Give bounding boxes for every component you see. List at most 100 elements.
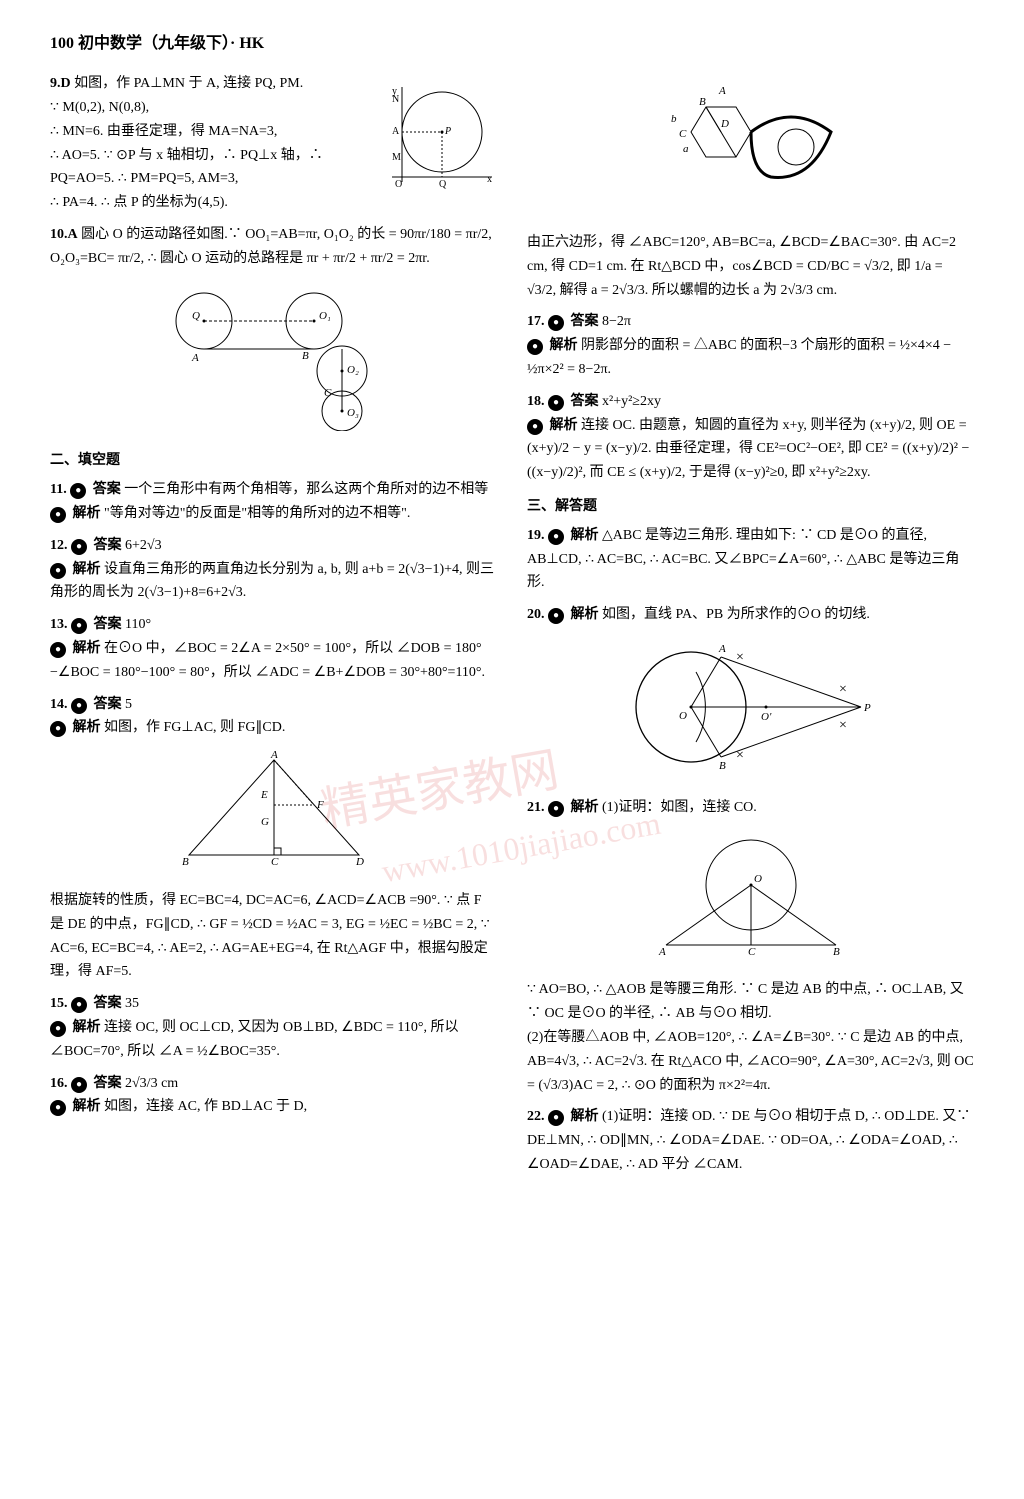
exp-icon: ● bbox=[50, 642, 66, 658]
item-14-exp-pre: 如图，作 FG⊥AC, 则 FG∥CD. bbox=[104, 720, 285, 735]
exp-icon: ● bbox=[527, 339, 543, 355]
right-column: b B D C a A 由正六边形，得 ∠ABC=120°, AB=BC=a, … bbox=[527, 72, 974, 1185]
svg-text:B: B bbox=[833, 946, 840, 958]
exp-icon: ● bbox=[548, 801, 564, 817]
item-13-num: 13. bbox=[50, 617, 68, 632]
item-17-exp-label: 解析 bbox=[550, 338, 578, 353]
diagram-9: y N A M P O Q x bbox=[387, 82, 497, 205]
exp-icon: ● bbox=[50, 563, 66, 579]
svg-text:E: E bbox=[260, 789, 268, 801]
item-17: 17. ● 答案 8−2π ● 解析 阴影部分的面积 = △ABC 的面积−3 … bbox=[527, 310, 974, 381]
svg-text:a: a bbox=[683, 143, 689, 155]
exp-icon: ● bbox=[548, 608, 564, 624]
item-11-ans-label: 答案 bbox=[93, 482, 121, 497]
answer-icon: ● bbox=[71, 539, 87, 555]
item-10: 10.A 圆心 O 的运动路径如图.∵ OO₁=AB=πr, O₁O₂ 的长 =… bbox=[50, 223, 497, 439]
diagram-20: A O O' P B × × × × bbox=[527, 637, 974, 786]
item-14-num: 14. bbox=[50, 697, 68, 712]
exp-icon: ● bbox=[50, 507, 66, 523]
answer-icon: ● bbox=[71, 1077, 87, 1093]
item-18-exp-label: 解析 bbox=[550, 418, 578, 433]
item-9-body: 如图，作 PA⊥MN 于 A, 连接 PQ, PM. ∵ M(0,2), N(0… bbox=[50, 76, 323, 210]
item-16: 16. ● 答案 2√3/3 cm ● 解析 如图，连接 AC, 作 BD⊥AC… bbox=[50, 1072, 497, 1120]
diagram-16: b B D C a A bbox=[527, 82, 974, 221]
exp-icon: ● bbox=[50, 1100, 66, 1116]
diagram-21: O A C B bbox=[527, 830, 974, 969]
answer-icon: ● bbox=[548, 395, 564, 411]
item-12-exp: 设直角三角形的两直角边长分别为 a, b, 则 a+b = 2(√3−1)+4,… bbox=[50, 562, 494, 601]
item-9-num: 9.D bbox=[50, 76, 71, 91]
svg-text:Q: Q bbox=[439, 179, 447, 190]
svg-text:A: A bbox=[191, 352, 199, 364]
item-20-num: 20. bbox=[527, 607, 545, 622]
svg-text:D: D bbox=[355, 856, 364, 868]
item-13-ans: 110° bbox=[125, 617, 151, 632]
item-20-exp: 如图，直线 PA、PB 为所求作的⊙O 的切线. bbox=[602, 607, 870, 622]
svg-text:O: O bbox=[395, 179, 402, 190]
answer-icon: ● bbox=[70, 483, 86, 499]
item-16-ans: 2√3/3 cm bbox=[125, 1076, 178, 1091]
diagram-14: A E G F B C D bbox=[50, 750, 497, 879]
svg-text:B: B bbox=[302, 350, 309, 362]
item-11-num: 11. bbox=[50, 482, 67, 497]
item-22-exp-label: 解析 bbox=[571, 1109, 599, 1124]
svg-text:O: O bbox=[679, 710, 687, 722]
svg-text:F: F bbox=[316, 799, 324, 811]
item-15: 15. ● 答案 35 ● 解析 连接 OC, 则 OC⊥CD, 又因为 OB⊥… bbox=[50, 992, 497, 1063]
svg-text:B: B bbox=[699, 96, 706, 108]
svg-text:×: × bbox=[736, 650, 744, 665]
svg-text:C: C bbox=[679, 128, 687, 140]
item-19-num: 19. bbox=[527, 528, 545, 543]
svg-text:Q: Q bbox=[192, 310, 200, 322]
item-13-exp-label: 解析 bbox=[73, 641, 101, 656]
section-resp: 三、解答题 bbox=[527, 495, 974, 519]
svg-text:×: × bbox=[839, 718, 847, 733]
item-20: 20. ● 解析 如图，直线 PA、PB 为所求作的⊙O 的切线. A O bbox=[527, 603, 974, 786]
item-15-num: 15. bbox=[50, 996, 68, 1011]
item-20-exp-label: 解析 bbox=[571, 607, 599, 622]
item-11-ans: 一个三角形中有两个角相等，那么这两个角所对的边不相等 bbox=[124, 482, 488, 497]
item-18-ans-label: 答案 bbox=[571, 394, 599, 409]
item-22-num: 22. bbox=[527, 1109, 545, 1124]
item-21: 21. ● 解析 (1)证明：如图，连接 CO. O A C B ∵ AO= bbox=[527, 796, 974, 1098]
svg-text:O₁: O₁ bbox=[319, 310, 331, 322]
svg-text:M: M bbox=[392, 152, 401, 163]
svg-text:A: A bbox=[270, 750, 278, 761]
item-16-exp-label: 解析 bbox=[73, 1099, 101, 1114]
page-title: 初中数学（九年级下）· HK bbox=[78, 35, 264, 52]
item-15-ans: 35 bbox=[125, 996, 139, 1011]
item-21-exp-pre: (1)证明：如图，连接 CO. bbox=[602, 800, 757, 815]
item-14-exp-post: 根据旋转的性质，得 EC=BC=4, DC=AC=6, ∠ACD=∠ACB =9… bbox=[50, 893, 490, 979]
item-14: 14. ● 答案 5 ● 解析 如图，作 FG⊥AC, 则 FG∥CD. A E… bbox=[50, 693, 497, 985]
svg-text:N: N bbox=[392, 94, 399, 105]
item-18-exp: 连接 OC. 由题意，知圆的直径为 x+y, 则半径为 (x+y)/2, 则 O… bbox=[527, 418, 969, 481]
item-19: 19. ● 解析 △ABC 是等边三角形. 理由如下: ∵ CD 是⊙O 的直径… bbox=[527, 524, 974, 595]
exp-icon: ● bbox=[548, 529, 564, 545]
item-17-num: 17. bbox=[527, 314, 545, 329]
svg-text:A: A bbox=[392, 126, 400, 137]
exp-icon: ● bbox=[527, 419, 543, 435]
answer-icon: ● bbox=[71, 997, 87, 1013]
item-16-ans-label: 答案 bbox=[94, 1076, 122, 1091]
svg-text:b: b bbox=[671, 113, 677, 125]
svg-text:A: A bbox=[718, 643, 726, 655]
svg-text:×: × bbox=[736, 748, 744, 763]
item-17-ans-label: 答案 bbox=[571, 314, 599, 329]
item-12-num: 12. bbox=[50, 538, 68, 553]
item-17-exp: 阴影部分的面积 = △ABC 的面积−3 个扇形的面积 = ½×4×4 − ½π… bbox=[527, 338, 951, 377]
item-15-ans-label: 答案 bbox=[94, 996, 122, 1011]
item-15-exp-label: 解析 bbox=[73, 1020, 101, 1035]
item-12: 12. ● 答案 6+2√3 ● 解析 设直角三角形的两直角边长分别为 a, b… bbox=[50, 534, 497, 605]
item-12-ans: 6+2√3 bbox=[125, 538, 162, 553]
svg-text:B: B bbox=[182, 856, 189, 868]
svg-text:C: C bbox=[324, 387, 332, 399]
item-18-ans: x²+y²≥2xy bbox=[602, 394, 661, 409]
item-18: 18. ● 答案 x²+y²≥2xy ● 解析 连接 OC. 由题意，知圆的直径… bbox=[527, 390, 974, 485]
item-16-num: 16. bbox=[50, 1076, 68, 1091]
section-fill: 二、填空题 bbox=[50, 449, 497, 473]
item-11-exp: "等角对等边"的反面是"相等的角所对的边不相等". bbox=[104, 506, 410, 521]
item-10-num: 10.A bbox=[50, 227, 78, 242]
answer-icon: ● bbox=[71, 618, 87, 634]
item-21-exp-post: ∵ AO=BO, ∴ △AOB 是等腰三角形. ∵ C 是边 AB 的中点, ∴… bbox=[527, 982, 974, 1092]
svg-text:x: x bbox=[487, 174, 492, 185]
